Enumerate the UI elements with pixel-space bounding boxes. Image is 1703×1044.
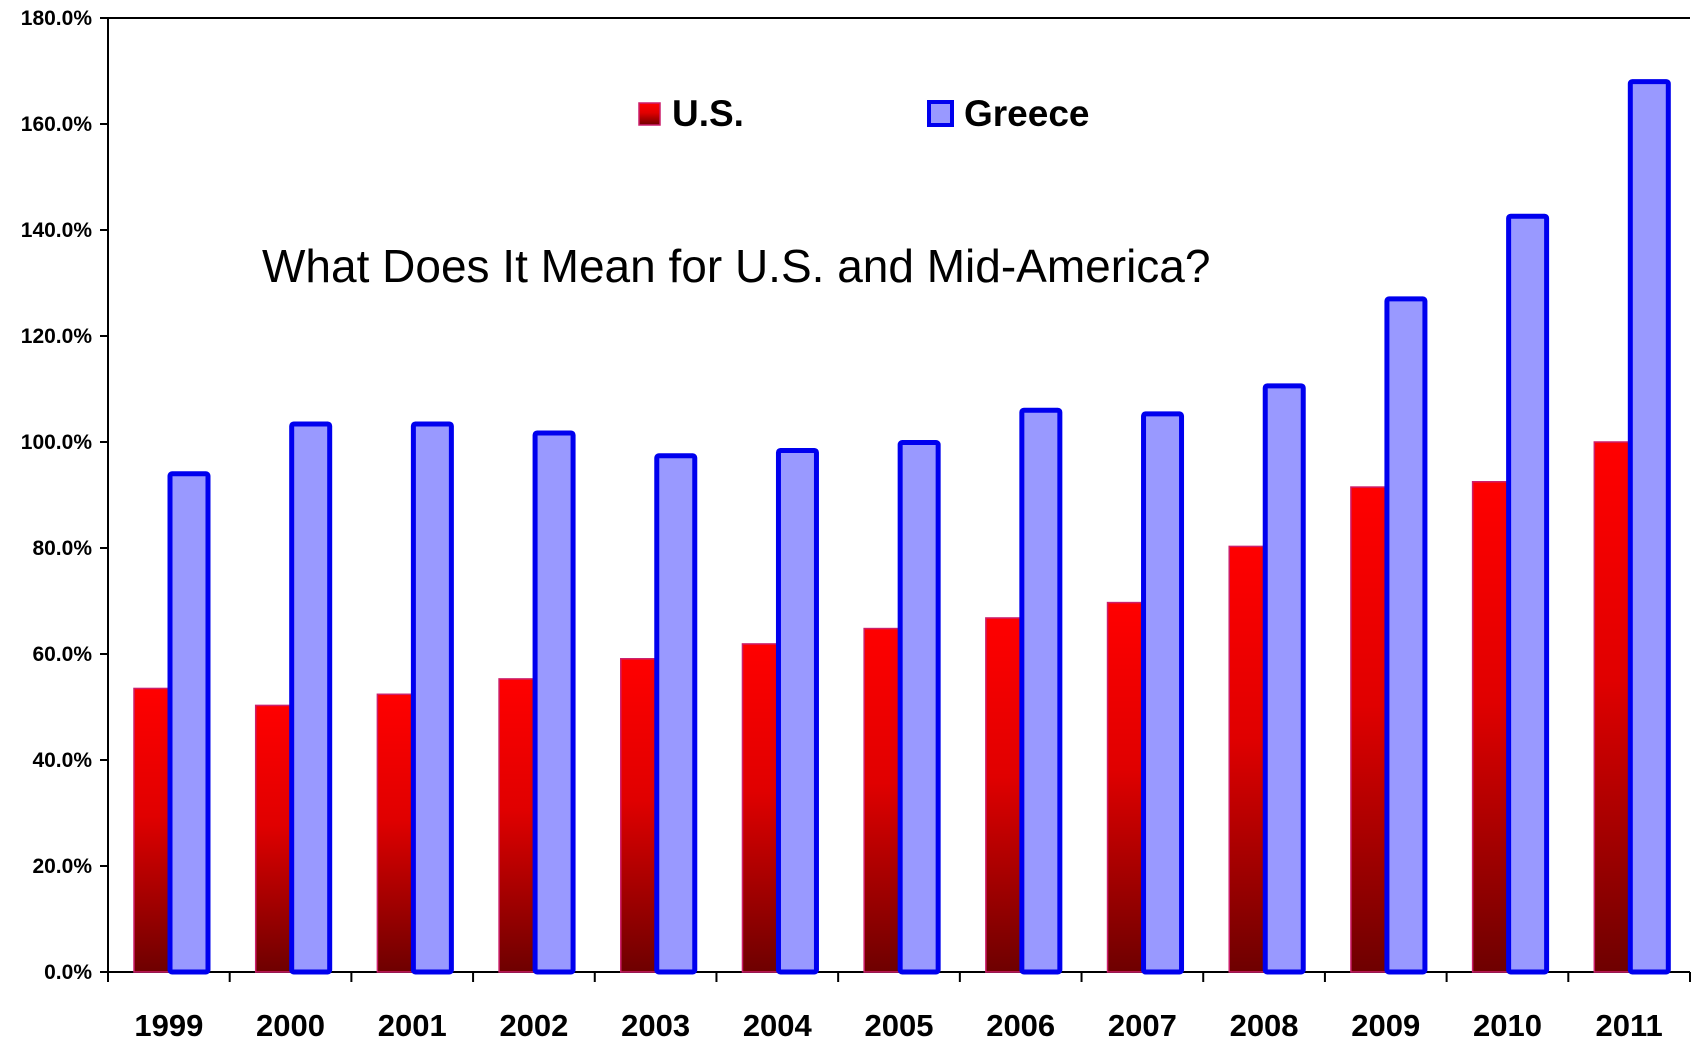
bar-greece-2002 [532, 430, 576, 975]
bar-greece-2010 [1506, 213, 1550, 975]
bar-greece-2007 [1141, 411, 1185, 975]
legend-swatch-greece [927, 100, 954, 127]
bar-greece-2009 [1384, 296, 1428, 975]
legend-swatch-us [638, 102, 661, 126]
bar-us-2007 [1106, 601, 1145, 973]
x-category-label: 2000 [256, 1008, 325, 1043]
y-tick-label: 100.0% [21, 431, 93, 454]
y-tick-label: 160.0% [21, 113, 93, 136]
y-tick-label: 120.0% [21, 325, 93, 348]
bar-greece-2011 [1627, 79, 1671, 975]
bar-us-2008 [1228, 545, 1266, 973]
bar-us-2009 [1350, 486, 1388, 973]
bars [133, 79, 1671, 975]
x-category-label: 2006 [986, 1008, 1055, 1043]
legend: U.S. Greece [638, 93, 1090, 134]
y-tick-label: 20.0% [32, 855, 92, 878]
bar-greece-2004 [775, 447, 819, 975]
tick-labels: 0.0% 20.0% 40.0% 60.0% 80.0% 100.0% 120.0% 140.… [21, 7, 93, 984]
bar-us-2011 [1593, 441, 1632, 973]
x-category-label: 2001 [378, 1008, 447, 1043]
bar-greece-2008 [1262, 383, 1306, 975]
bar-greece-2000 [289, 421, 333, 975]
category-labels: 1999 2000 2001 2002 2003 2004 2005 2006 2007 2008… [134, 1008, 1662, 1043]
x-category-label: 2010 [1473, 1008, 1542, 1043]
bar-us-2004 [741, 643, 780, 973]
bar-us-2005 [863, 627, 901, 973]
legend-label-us: U.S. [672, 93, 744, 134]
y-tick-label: 80.0% [32, 537, 92, 560]
x-category-label: 2002 [499, 1008, 568, 1043]
bar-us-2003 [620, 658, 658, 973]
x-category-label: 2007 [1108, 1008, 1177, 1043]
bar-us-2010 [1471, 481, 1510, 973]
y-tick-label: 180.0% [21, 7, 93, 30]
x-category-label: 2008 [1230, 1008, 1299, 1043]
bar-greece-2005 [897, 440, 941, 975]
bar-greece-1999 [167, 471, 211, 975]
bar-greece-2001 [410, 421, 454, 975]
x-category-label: 1999 [134, 1008, 203, 1043]
bar-greece-2003 [654, 453, 698, 975]
legend-label-greece: Greece [964, 93, 1090, 134]
bar-us-2000 [254, 704, 293, 973]
x-category-label: 2011 [1596, 1008, 1663, 1043]
y-tick-label: 60.0% [32, 643, 92, 666]
bar-us-1999 [133, 687, 171, 973]
x-category-label: 2005 [865, 1008, 934, 1043]
bar-us-2001 [376, 693, 415, 973]
chart-annotation: What Does It Mean for U.S. and Mid-Ameri… [262, 240, 1210, 292]
bar-greece-2006 [1019, 407, 1063, 975]
bar-us-2006 [985, 617, 1023, 973]
bar-us-2002 [498, 678, 536, 973]
x-category-label: 2003 [621, 1008, 690, 1043]
x-category-label: 2009 [1351, 1008, 1420, 1043]
y-tick-label: 140.0% [21, 219, 93, 242]
y-tick-label: 40.0% [32, 749, 92, 772]
x-category-label: 2004 [743, 1008, 813, 1043]
y-tick-label: 0.0% [44, 961, 92, 984]
